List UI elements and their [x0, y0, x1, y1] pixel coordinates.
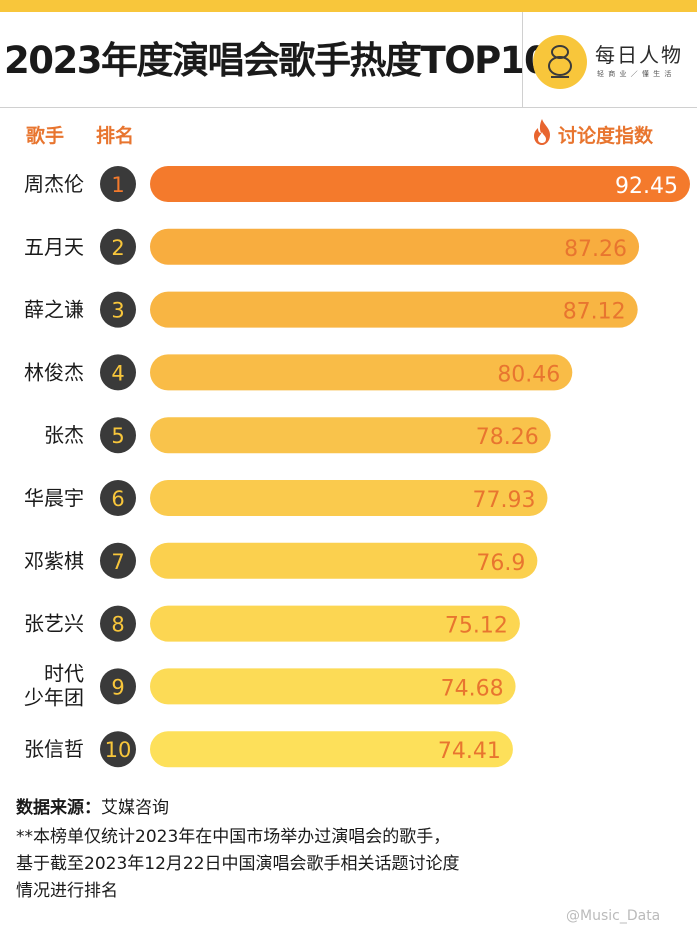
- logo-name: 每日人物: [595, 43, 683, 67]
- singer-name: 薛之谦: [24, 298, 84, 322]
- ranking-bar-chart: 92.45 1 周杰伦 87.26 2 五月天 87.12 3 薛之谦 80.46 4 林俊杰 78.2…: [24, 166, 690, 768]
- footnote-line: 基于截至2023年12月22日中国演唱会歌手相关话题讨论度: [16, 854, 460, 874]
- bar: [150, 668, 516, 705]
- singer-name: 少年团: [24, 685, 84, 709]
- bar-value-label: 77.93: [472, 488, 535, 513]
- data-source: 数据来源：艾媒咨询: [16, 793, 169, 818]
- header-singer: 歌手: [26, 125, 65, 147]
- rank-badge: [100, 480, 136, 516]
- bar: [150, 605, 520, 642]
- rank-number: 9: [111, 675, 124, 699]
- rank-number: 10: [105, 738, 132, 762]
- singer-name: 时代: [44, 661, 84, 685]
- data-source-label: 数据来源：: [16, 798, 101, 818]
- singer-name: 华晨宇: [24, 486, 84, 510]
- brand-logo: 每日人物 轻 商 业 ／ 懂 生 活: [533, 33, 693, 89]
- bar-value-label: 74.68: [441, 676, 504, 701]
- rank-number: 1: [111, 173, 124, 197]
- data-source-value: 艾媒咨询: [101, 798, 169, 818]
- rank-badge: [100, 291, 136, 328]
- bar: [150, 291, 638, 328]
- bar-value-label: 75.12: [445, 614, 508, 639]
- bar: [150, 354, 573, 391]
- rank-badge: [100, 417, 136, 454]
- header-divider-vertical: [522, 12, 523, 108]
- bar: [150, 166, 690, 202]
- rank-badge: [100, 605, 136, 642]
- rank-number: 6: [111, 487, 124, 511]
- rank-badge: [100, 228, 136, 265]
- rank-number: 5: [111, 424, 124, 448]
- fire-icon: [534, 119, 550, 145]
- bar-value-label: 74.41: [438, 739, 501, 764]
- header-divider-horizontal: [0, 107, 697, 108]
- rank-number: 2: [111, 236, 124, 260]
- footnote: **本榜单仅统计2023年在中国市场举办过演唱会的歌手， 基于截至2023年12…: [16, 824, 656, 905]
- rank-number: 3: [111, 299, 124, 323]
- singer-name: 林俊杰: [24, 360, 84, 384]
- top-accent-strip: [0, 0, 697, 12]
- rank-badge: [100, 542, 136, 579]
- bar-value-label: 78.26: [476, 425, 539, 450]
- rank-badge: [100, 354, 136, 391]
- bar: [150, 417, 551, 454]
- bar: [150, 731, 513, 768]
- singer-name: 张杰: [44, 423, 84, 447]
- bar: [150, 542, 538, 579]
- singer-name: 邓紫棋: [24, 549, 84, 573]
- bar-value-label: 87.12: [563, 300, 626, 325]
- logo-emblem-icon: [533, 35, 587, 89]
- singer-name: 张艺兴: [24, 612, 84, 636]
- footnote-line: **本榜单仅统计2023年在中国市场举办过演唱会的歌手，: [16, 827, 451, 847]
- rank-badge: [100, 668, 136, 705]
- watermark: @Music_Data: [566, 908, 661, 924]
- rank-badge: [100, 166, 136, 202]
- chart-title: 2023年度演唱会歌手热度TOP10: [4, 39, 550, 82]
- bar: [150, 480, 548, 516]
- logo-tagline: 轻 商 业 ／ 懂 生 活: [597, 70, 673, 78]
- singer-name: 张信哲: [24, 737, 84, 761]
- rank-number: 8: [111, 613, 124, 637]
- bar-value-label: 80.46: [497, 362, 560, 387]
- rank-number: 4: [111, 361, 124, 385]
- singer-name: 五月天: [24, 235, 84, 259]
- rank-badge: [100, 731, 136, 768]
- bar-value-label: 92.45: [615, 174, 678, 199]
- bar-value-label: 76.9: [476, 551, 525, 576]
- bar-value-label: 87.26: [564, 237, 627, 262]
- bar: [150, 228, 640, 265]
- rank-number: 7: [111, 550, 124, 574]
- header-index-label: 讨论度指数: [558, 125, 654, 147]
- singer-name: 周杰伦: [24, 172, 84, 196]
- footnote-line: 情况进行排名: [16, 881, 118, 901]
- header-rank: 排名: [96, 125, 135, 147]
